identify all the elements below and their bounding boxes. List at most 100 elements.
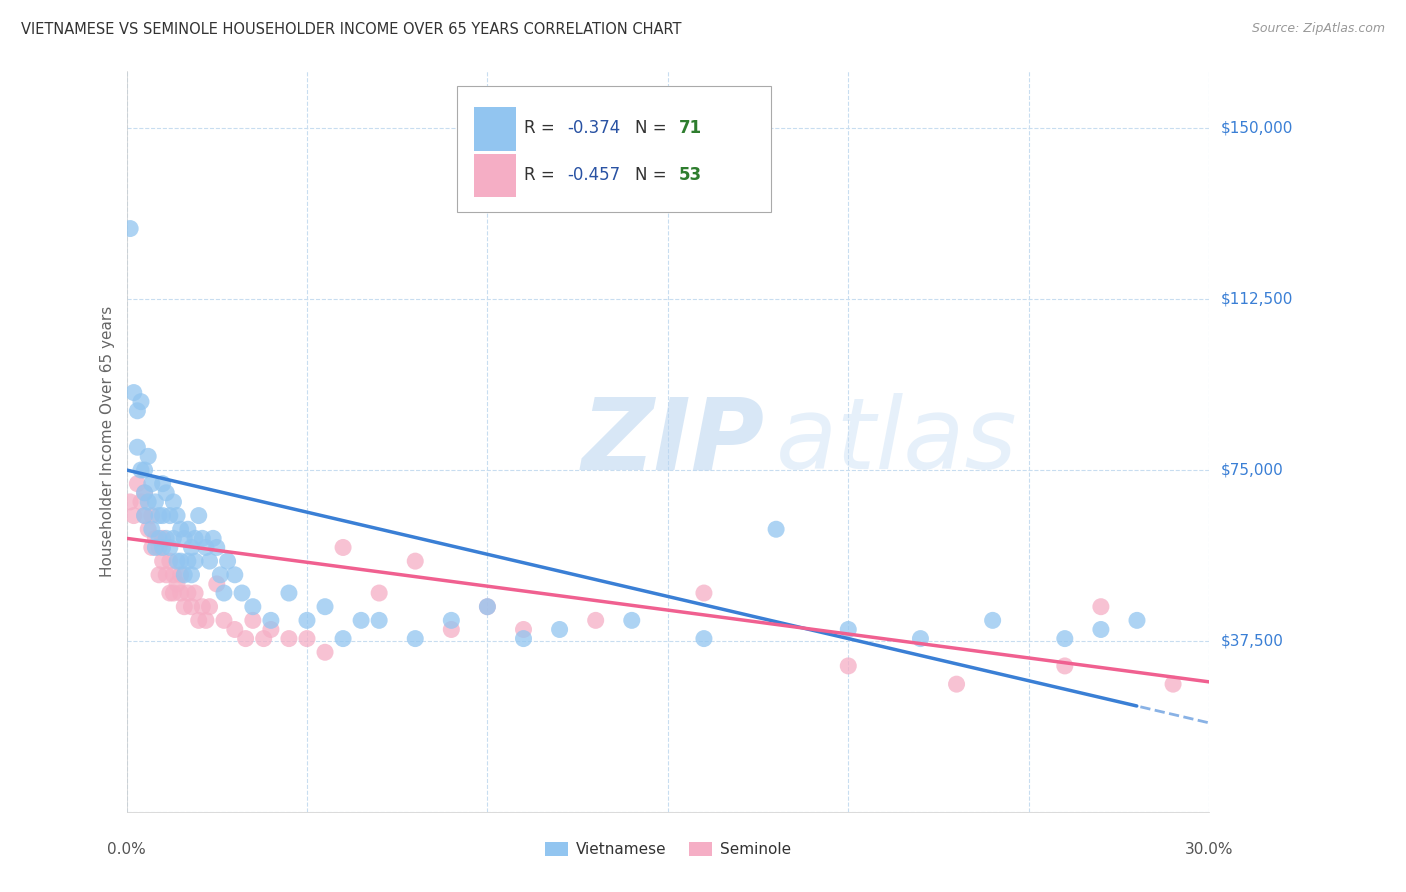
Text: 30.0%: 30.0%: [1185, 842, 1233, 857]
Point: [314, 599, 336, 614]
Point: [187, 613, 209, 627]
Point: [260, 613, 283, 627]
Point: [162, 567, 184, 582]
Point: [184, 554, 207, 568]
Text: $150,000: $150,000: [1220, 120, 1292, 136]
Point: [145, 532, 167, 546]
Point: [235, 632, 257, 646]
Point: [368, 586, 391, 600]
Point: [152, 508, 174, 523]
Point: [169, 554, 191, 568]
Point: [134, 485, 156, 500]
Point: [837, 623, 859, 637]
Point: [260, 623, 283, 637]
Point: [198, 554, 221, 568]
Point: [136, 522, 159, 536]
Point: [159, 508, 181, 523]
Text: N =: N =: [636, 120, 672, 137]
Point: [1053, 632, 1076, 646]
Point: [173, 532, 195, 546]
Point: [152, 541, 174, 555]
Point: [184, 532, 207, 546]
Point: [127, 476, 149, 491]
Point: [136, 495, 159, 509]
Point: [242, 613, 264, 627]
Point: [134, 508, 156, 523]
Point: [477, 599, 499, 614]
Point: [141, 522, 163, 536]
Point: [693, 632, 716, 646]
Point: [155, 532, 177, 546]
Point: [1090, 623, 1112, 637]
Point: [155, 485, 177, 500]
Point: [120, 495, 142, 509]
Point: [134, 485, 156, 500]
Point: [350, 613, 373, 627]
Text: VIETNAMESE VS SEMINOLE HOUSEHOLDER INCOME OVER 65 YEARS CORRELATION CHART: VIETNAMESE VS SEMINOLE HOUSEHOLDER INCOM…: [21, 22, 682, 37]
Text: $75,000: $75,000: [1220, 463, 1284, 477]
Point: [231, 586, 253, 600]
Point: [148, 508, 170, 523]
Text: 53: 53: [679, 166, 702, 184]
Point: [177, 554, 200, 568]
Point: [440, 613, 463, 627]
Point: [224, 623, 246, 637]
Point: [134, 508, 156, 523]
Point: [180, 599, 202, 614]
Point: [129, 463, 152, 477]
Point: [295, 632, 318, 646]
Point: [368, 613, 391, 627]
Text: -0.374: -0.374: [567, 120, 620, 137]
Point: [1090, 599, 1112, 614]
Point: [242, 599, 264, 614]
FancyBboxPatch shape: [474, 153, 516, 197]
Point: [765, 522, 787, 536]
Point: [209, 567, 232, 582]
Point: [981, 613, 1004, 627]
Point: [191, 599, 214, 614]
Point: [136, 450, 159, 464]
Point: [152, 476, 174, 491]
Text: Source: ZipAtlas.com: Source: ZipAtlas.com: [1251, 22, 1385, 36]
Point: [141, 508, 163, 523]
Point: [148, 541, 170, 555]
Point: [205, 577, 228, 591]
Point: [173, 599, 195, 614]
Point: [224, 567, 246, 582]
Point: [159, 541, 181, 555]
Point: [162, 532, 184, 546]
Point: [212, 586, 235, 600]
Point: [129, 394, 152, 409]
Point: [166, 508, 188, 523]
Point: [512, 632, 534, 646]
Point: [548, 623, 571, 637]
Point: [145, 541, 167, 555]
Point: [159, 586, 181, 600]
Point: [278, 632, 301, 646]
Point: [585, 613, 607, 627]
Point: [253, 632, 276, 646]
Point: [155, 567, 177, 582]
Point: [1053, 659, 1076, 673]
Y-axis label: Householder Income Over 65 years: Householder Income Over 65 years: [100, 306, 115, 577]
Point: [212, 613, 235, 627]
Point: [202, 532, 225, 546]
Point: [332, 541, 354, 555]
Point: [127, 440, 149, 454]
Point: [166, 554, 188, 568]
Point: [162, 495, 184, 509]
Point: [404, 554, 426, 568]
Point: [122, 385, 145, 400]
Text: N =: N =: [636, 166, 672, 184]
Point: [148, 567, 170, 582]
Point: [120, 221, 142, 235]
Point: [332, 632, 354, 646]
Text: R =: R =: [524, 120, 560, 137]
Point: [159, 554, 181, 568]
Text: 71: 71: [679, 120, 702, 137]
Point: [162, 586, 184, 600]
Point: [148, 532, 170, 546]
Point: [180, 567, 202, 582]
Point: [693, 586, 716, 600]
Point: [440, 623, 463, 637]
